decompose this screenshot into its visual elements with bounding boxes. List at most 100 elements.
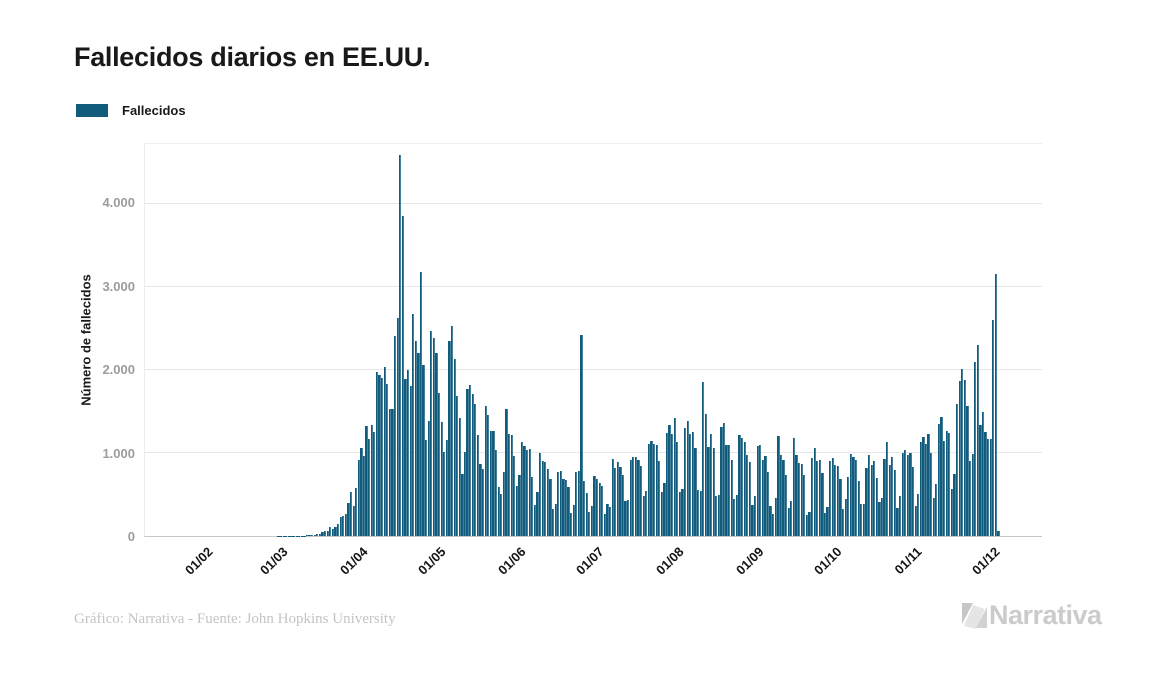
bar: [873, 461, 876, 536]
bar: [847, 476, 850, 536]
bar: [867, 454, 871, 536]
bar: [989, 438, 992, 536]
bar: [339, 517, 342, 536]
bar: [963, 380, 966, 536]
bar: [927, 433, 930, 536]
bar: [715, 495, 718, 536]
bar: [818, 459, 821, 536]
bar: [914, 505, 917, 536]
bar: [510, 435, 513, 536]
bar: [383, 367, 386, 536]
bar: [955, 404, 959, 536]
bar: [891, 457, 894, 536]
bar: [979, 424, 982, 536]
bar: [694, 447, 697, 536]
bar: [800, 464, 803, 536]
bar: [627, 500, 630, 536]
bar: [494, 450, 498, 536]
bar: [984, 432, 987, 536]
bar: [728, 444, 731, 536]
bar: [308, 535, 311, 536]
bar: [748, 462, 751, 536]
bar: [898, 496, 902, 536]
bar: [629, 459, 632, 536]
bar: [834, 464, 837, 536]
x-tick-label: 01/11: [891, 544, 925, 578]
bar: [590, 506, 594, 536]
bar: [655, 444, 658, 536]
bar: [575, 471, 578, 536]
bar: [373, 431, 376, 536]
bar: [632, 457, 635, 536]
bar: [816, 460, 819, 536]
bar: [772, 513, 775, 536]
bar: [487, 414, 490, 536]
bar: [829, 461, 832, 536]
legend[interactable]: Fallecidos: [76, 103, 186, 118]
bar: [313, 534, 316, 536]
bar: [391, 408, 394, 536]
bar: [432, 337, 436, 536]
bar: [502, 471, 505, 536]
x-tick-label: 01/06: [495, 544, 529, 578]
bar: [541, 460, 544, 536]
bar: [466, 388, 469, 536]
bar: [684, 428, 687, 536]
bar: [520, 441, 524, 536]
bar: [707, 447, 710, 536]
bar: [911, 467, 915, 536]
bar: [725, 445, 728, 536]
bar: [779, 454, 783, 536]
bar: [349, 492, 353, 536]
bar: [634, 456, 638, 536]
bar: [616, 461, 619, 536]
bar: [743, 442, 746, 536]
bar: [435, 353, 438, 536]
bar: [686, 420, 689, 536]
bar: [316, 533, 319, 536]
bar: [950, 489, 954, 536]
bar: [551, 508, 555, 536]
bar: [904, 450, 907, 536]
bar: [549, 479, 552, 536]
bar: [456, 395, 459, 536]
bar: [681, 489, 684, 536]
legend-swatch-icon: [76, 104, 108, 117]
bar: [937, 424, 941, 536]
bar: [331, 529, 335, 536]
bar: [735, 494, 739, 536]
x-tick-label: 01/12: [968, 544, 1003, 578]
bar: [730, 460, 733, 536]
bar: [406, 370, 410, 536]
bar: [935, 484, 938, 536]
bar: [673, 418, 676, 536]
bar: [756, 446, 759, 536]
bar: [663, 483, 666, 536]
bar: [696, 490, 700, 536]
bar: [479, 464, 482, 536]
bar: [761, 460, 764, 536]
bar: [437, 392, 441, 536]
bar: [795, 454, 798, 536]
bar: [559, 470, 562, 536]
bar: [614, 468, 617, 536]
bar: [893, 470, 897, 536]
bar: [453, 359, 456, 536]
bar: [678, 491, 682, 536]
bar: [753, 495, 757, 536]
bar: [702, 381, 705, 536]
bar: [427, 421, 430, 536]
bar: [650, 441, 653, 536]
bar: [813, 448, 816, 536]
bar: [691, 431, 695, 536]
gridline: [145, 285, 1042, 287]
bar: [974, 361, 977, 536]
bar: [865, 468, 868, 536]
bar: [759, 445, 762, 536]
bar: [577, 471, 581, 536]
bar: [329, 526, 332, 536]
bar: [461, 473, 464, 536]
x-tick-label: 01/03: [257, 544, 291, 578]
bar: [368, 439, 371, 536]
bar: [652, 443, 656, 536]
